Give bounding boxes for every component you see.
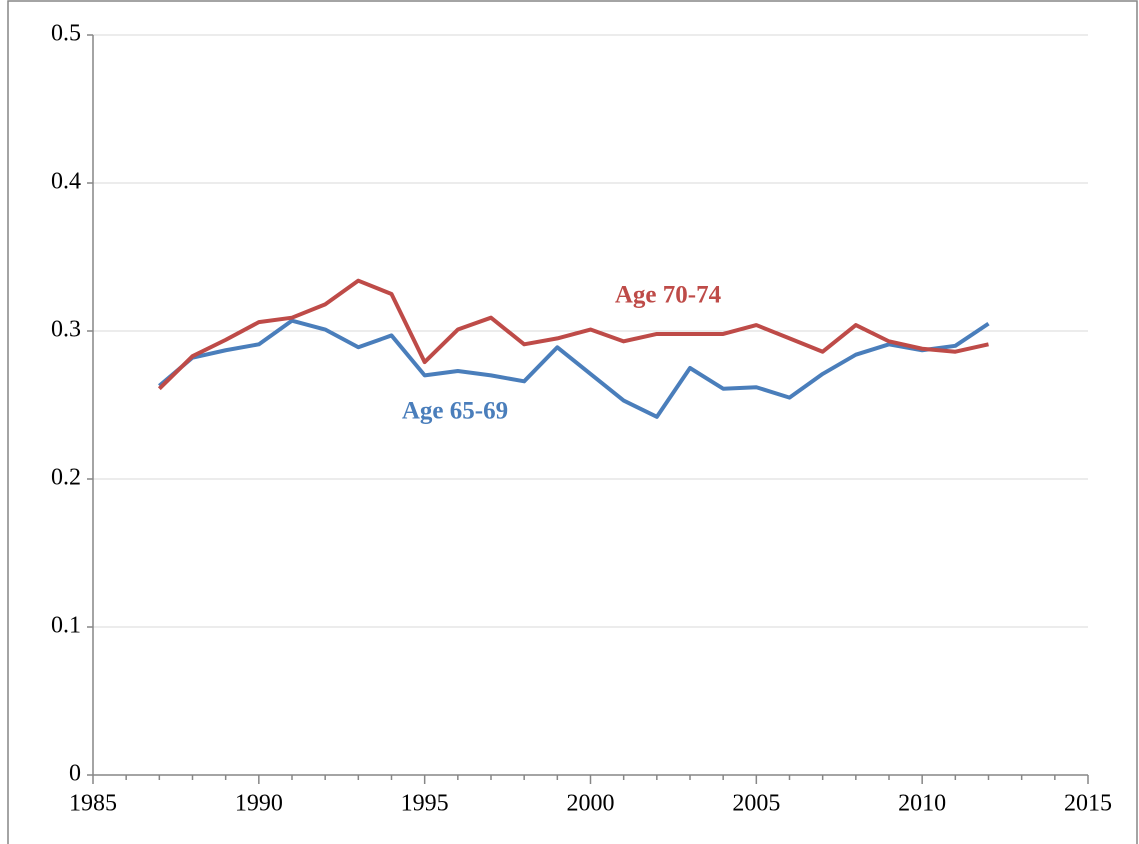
x-tick-label: 1995	[401, 791, 449, 817]
x-tick-label: 1990	[235, 791, 283, 817]
series-label: Age 65-69	[402, 398, 508, 425]
x-tick-label: 2005	[732, 791, 780, 817]
x-tick-label: 2015	[1064, 791, 1112, 817]
y-tick-label: 0	[69, 761, 81, 787]
x-tick-label: 2000	[567, 791, 615, 817]
chart-border	[7, 0, 1138, 844]
x-tick-label: 2010	[898, 791, 946, 817]
y-tick-label: 0.4	[51, 169, 81, 195]
y-tick-label: 0.2	[51, 465, 81, 491]
series-label: Age 70-74	[615, 282, 722, 309]
y-tick-label: 0.5	[51, 21, 81, 47]
y-tick-label: 0.1	[51, 613, 81, 639]
series-line	[158, 318, 990, 419]
y-tick-label: 0.3	[51, 317, 81, 343]
series-line	[157, 278, 989, 391]
x-tick-label: 1985	[69, 791, 117, 817]
